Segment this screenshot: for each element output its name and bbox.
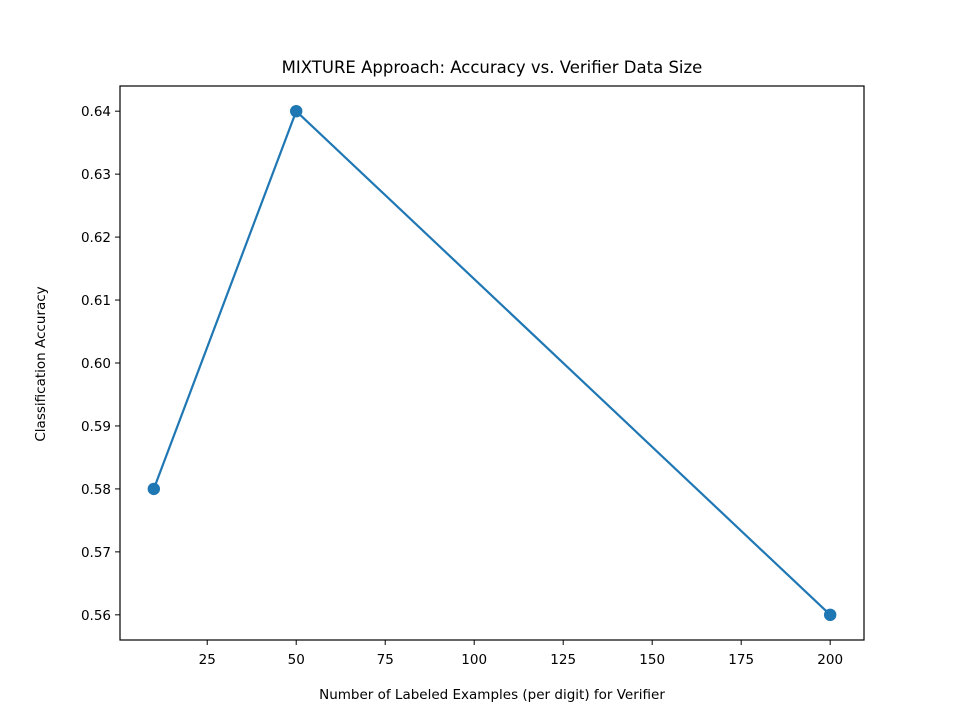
y-tick-label: 0.61 <box>81 293 111 309</box>
x-tick-label: 50 <box>288 652 305 668</box>
y-axis-label: Classification Accuracy <box>33 286 49 441</box>
x-axis-ticks: 25 50 75 100 125 150 175 200 <box>199 640 843 668</box>
y-tick-label: 0.58 <box>81 482 111 498</box>
data-point <box>823 608 837 622</box>
data-point <box>290 104 303 118</box>
plot-area-frame <box>119 85 865 641</box>
y-tick-label: 0.64 <box>81 104 111 120</box>
y-axis-ticks: 0.56 0.57 0.58 0.59 0.60 0.61 0.62 0.63 0.64 <box>81 104 120 624</box>
y-tick-label: 0.60 <box>81 356 111 372</box>
y-tick-label: 0.62 <box>81 230 111 246</box>
series-layer <box>147 104 837 622</box>
x-tick-label: 150 <box>639 652 665 668</box>
x-tick-label: 75 <box>377 652 394 668</box>
data-point <box>147 482 161 496</box>
chart-title: MIXTURE Approach: Accuracy vs. Verifier … <box>282 58 703 77</box>
y-tick-label: 0.56 <box>81 608 111 624</box>
x-tick-label: 25 <box>199 652 216 668</box>
x-tick-label: 200 <box>817 652 843 668</box>
y-tick-label: 0.63 <box>81 167 111 183</box>
x-tick-label: 100 <box>461 652 487 668</box>
x-tick-label: 175 <box>728 652 754 668</box>
y-tick-label: 0.59 <box>81 419 111 435</box>
x-axis-label: Number of Labeled Examples (per digit) f… <box>319 687 665 703</box>
x-tick-label: 125 <box>550 652 576 668</box>
y-tick-label: 0.57 <box>81 545 111 561</box>
